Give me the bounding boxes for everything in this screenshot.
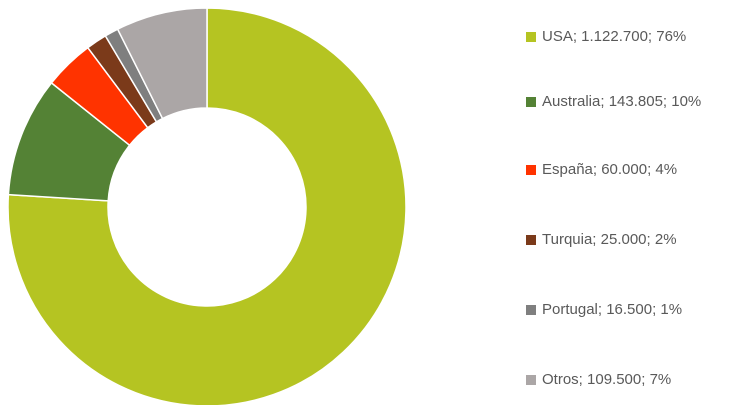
legend-label: Australia; 143.805; 10% (542, 93, 701, 110)
legend-swatch (526, 375, 536, 385)
legend-swatch (526, 32, 536, 42)
legend-label: USA; 1.122.700; 76% (542, 28, 686, 45)
donut-slice (116, 7, 208, 120)
donut-slice (7, 7, 407, 405)
legend-label: Otros; 109.500; 7% (542, 371, 671, 388)
legend-label: Turquia; 25.000; 2% (542, 231, 677, 248)
legend-label: España; 60.000; 4% (542, 161, 677, 178)
legend-swatch (526, 165, 536, 175)
legend-label: Portugal; 16.500; 1% (542, 301, 682, 318)
legend-swatch (526, 305, 536, 315)
legend-swatch (526, 97, 536, 107)
legend-swatch (526, 235, 536, 245)
